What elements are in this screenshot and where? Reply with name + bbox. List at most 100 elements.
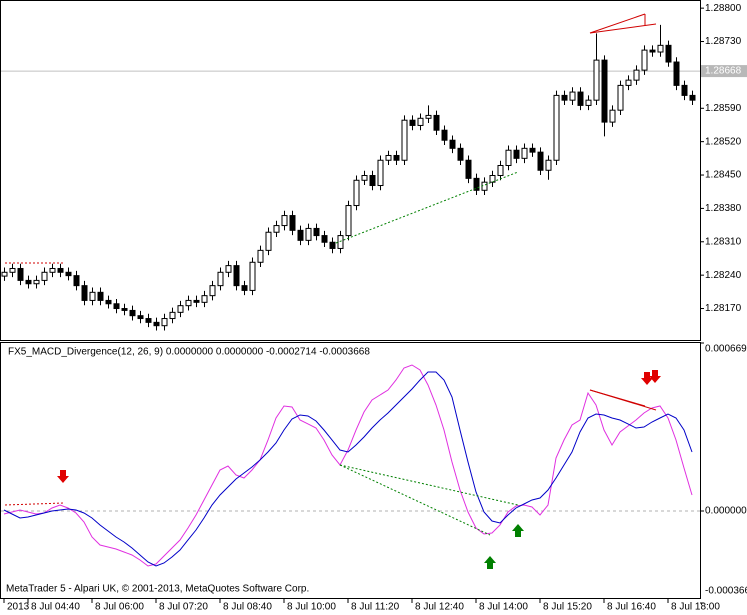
candle-body	[289, 215, 296, 231]
buy-arrow	[512, 524, 524, 537]
candle-body	[49, 267, 56, 273]
candle-body	[425, 114, 432, 119]
x-tick-label: 8 Jul 12:40	[415, 602, 464, 613]
candle-body	[665, 44, 672, 63]
candle-body	[345, 205, 352, 237]
candle-body	[65, 271, 72, 277]
candle-body	[273, 225, 280, 233]
candle-body	[33, 279, 40, 285]
candle-body	[89, 291, 96, 301]
y-tick-label: 1.28380	[705, 203, 742, 214]
candle-body	[81, 285, 88, 301]
candle-body	[593, 59, 600, 101]
candle-body	[177, 305, 184, 313]
candle-body	[497, 164, 504, 177]
x-tick-label: 8 Jul 08:40	[223, 602, 272, 613]
candle-body	[417, 117, 424, 126]
candle-body	[561, 94, 568, 101]
indicator-title: FX5_MACD_Divergence(12, 26, 9) 0.0000000…	[8, 347, 370, 358]
indicator-line	[3, 371, 693, 567]
divergence-line	[589, 389, 657, 411]
candle-body	[1, 271, 8, 277]
candle-body	[329, 241, 336, 249]
price-label: 1.28668	[705, 66, 742, 77]
candle-body	[673, 61, 680, 86]
candle-body	[409, 119, 416, 126]
candle-body	[257, 249, 264, 263]
indicator-line	[3, 364, 693, 567]
x-tick-label: 2013	[7, 602, 30, 613]
candle-body	[601, 59, 608, 123]
candle-body	[185, 299, 192, 307]
candle-body	[265, 231, 272, 251]
y-tick-label: 0.0000000	[705, 506, 747, 517]
x-tick-label: 8 Jul 11:20	[351, 602, 400, 613]
divergence-line	[589, 13, 646, 34]
sell-arrow	[649, 370, 661, 383]
candle-body	[553, 94, 560, 161]
y-tick-label: 1.28170	[705, 303, 742, 314]
candle-body	[113, 303, 120, 310]
candle-body	[385, 154, 392, 161]
candle-body	[249, 261, 256, 291]
candle-body	[17, 267, 24, 281]
candle-body	[489, 175, 496, 183]
indicator-panel	[0, 342, 701, 599]
y-tick-label: 1.28590	[705, 103, 742, 114]
candle-body	[657, 44, 664, 53]
candle-body	[617, 84, 624, 111]
candle-body	[41, 271, 48, 281]
signal-arrows	[57, 370, 661, 569]
candle-body	[137, 315, 144, 320]
candle-body	[161, 318, 168, 327]
y-tick-label: 1.28310	[705, 236, 742, 247]
candle-body	[433, 114, 440, 131]
x-tick-label: 8 Jul 07:20	[159, 602, 208, 613]
x-tick-label: 8 Jul 06:00	[95, 602, 144, 613]
x-tick-label: 8 Jul 10:00	[287, 602, 336, 613]
divergence-line	[339, 464, 491, 536]
x-tick-label: 8 Jul 16:40	[607, 602, 656, 613]
candle-body	[641, 49, 648, 71]
sell-arrow	[57, 470, 69, 483]
candle-body	[129, 309, 136, 317]
candle-body	[633, 69, 640, 81]
y-tick-label: 0.0006698	[705, 344, 747, 355]
candle-body	[505, 149, 512, 166]
candle-body	[353, 179, 360, 207]
price-layer	[1, 24, 700, 331]
candle-body	[145, 318, 152, 323]
candle-body	[193, 299, 200, 303]
divergence-line	[589, 23, 657, 34]
candle-body	[217, 271, 224, 287]
candle-body	[9, 267, 16, 273]
candle-body	[401, 119, 408, 161]
candle-body	[337, 235, 344, 249]
candle-body	[281, 215, 288, 227]
candle-body	[297, 229, 304, 241]
candle-body	[473, 177, 480, 191]
candle-body	[121, 308, 128, 311]
candle-body	[449, 139, 456, 149]
candle-body	[369, 175, 376, 187]
candle-body	[457, 147, 464, 161]
divergence-line	[339, 464, 519, 506]
candle-body	[465, 159, 472, 179]
indicator-layer	[1, 364, 700, 567]
candle-body	[313, 227, 320, 237]
candle-body	[529, 147, 536, 153]
candle-body	[625, 79, 632, 86]
candle-body	[169, 311, 176, 320]
candle-body	[609, 109, 616, 123]
x-tick-label: 8 Jul 04:40	[31, 602, 80, 613]
x-tick-label: 8 Jul 15:20	[543, 602, 592, 613]
footer: MetaTrader 5 - Alpari UK, © 2001-2013, M…	[6, 584, 309, 595]
candle-body	[321, 235, 328, 243]
y-tick-label: 1.28730	[705, 36, 742, 47]
y-tick-label: 1.28800	[705, 3, 742, 14]
candle-body	[25, 279, 32, 285]
candle-body	[305, 227, 312, 241]
sell-arrow	[641, 372, 653, 385]
candle-body	[201, 295, 208, 303]
